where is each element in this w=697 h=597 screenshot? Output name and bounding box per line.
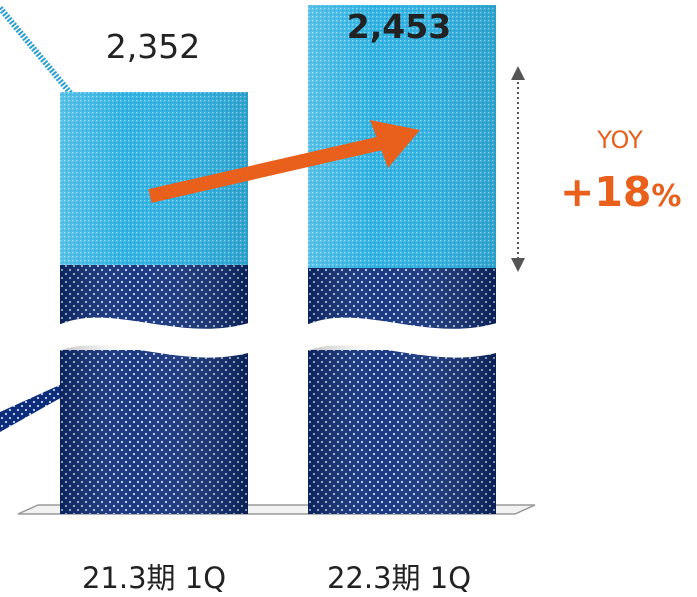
bars-group (56, 5, 500, 514)
value-label-21-3: 2,352 (106, 27, 200, 66)
yoy-title: YOY (597, 126, 643, 154)
trend-arrow-head (370, 120, 420, 168)
yoy-value-unit: % (651, 179, 682, 214)
axis-break-wave (56, 317, 252, 358)
axis-break-wave (304, 317, 500, 358)
bar-lower-shade (308, 268, 496, 514)
yoy-range-arrow-bottom (511, 258, 525, 272)
yoy-value: +18% (560, 168, 682, 216)
leader-line-lower (0, 384, 64, 432)
x-tick-label-22-3: 22.3期 1Q (326, 561, 472, 595)
yoy-value-number: +18 (560, 168, 652, 216)
trend-arrow-shaft (148, 136, 384, 203)
x-tick-label-21-3: 21.3期 1Q (81, 561, 227, 595)
leader-line-upper (0, 6, 75, 97)
yoy-range-arrow-top (511, 66, 525, 80)
bar-lower-shade (60, 265, 248, 514)
value-label-22-3: 2,453 (347, 7, 451, 46)
